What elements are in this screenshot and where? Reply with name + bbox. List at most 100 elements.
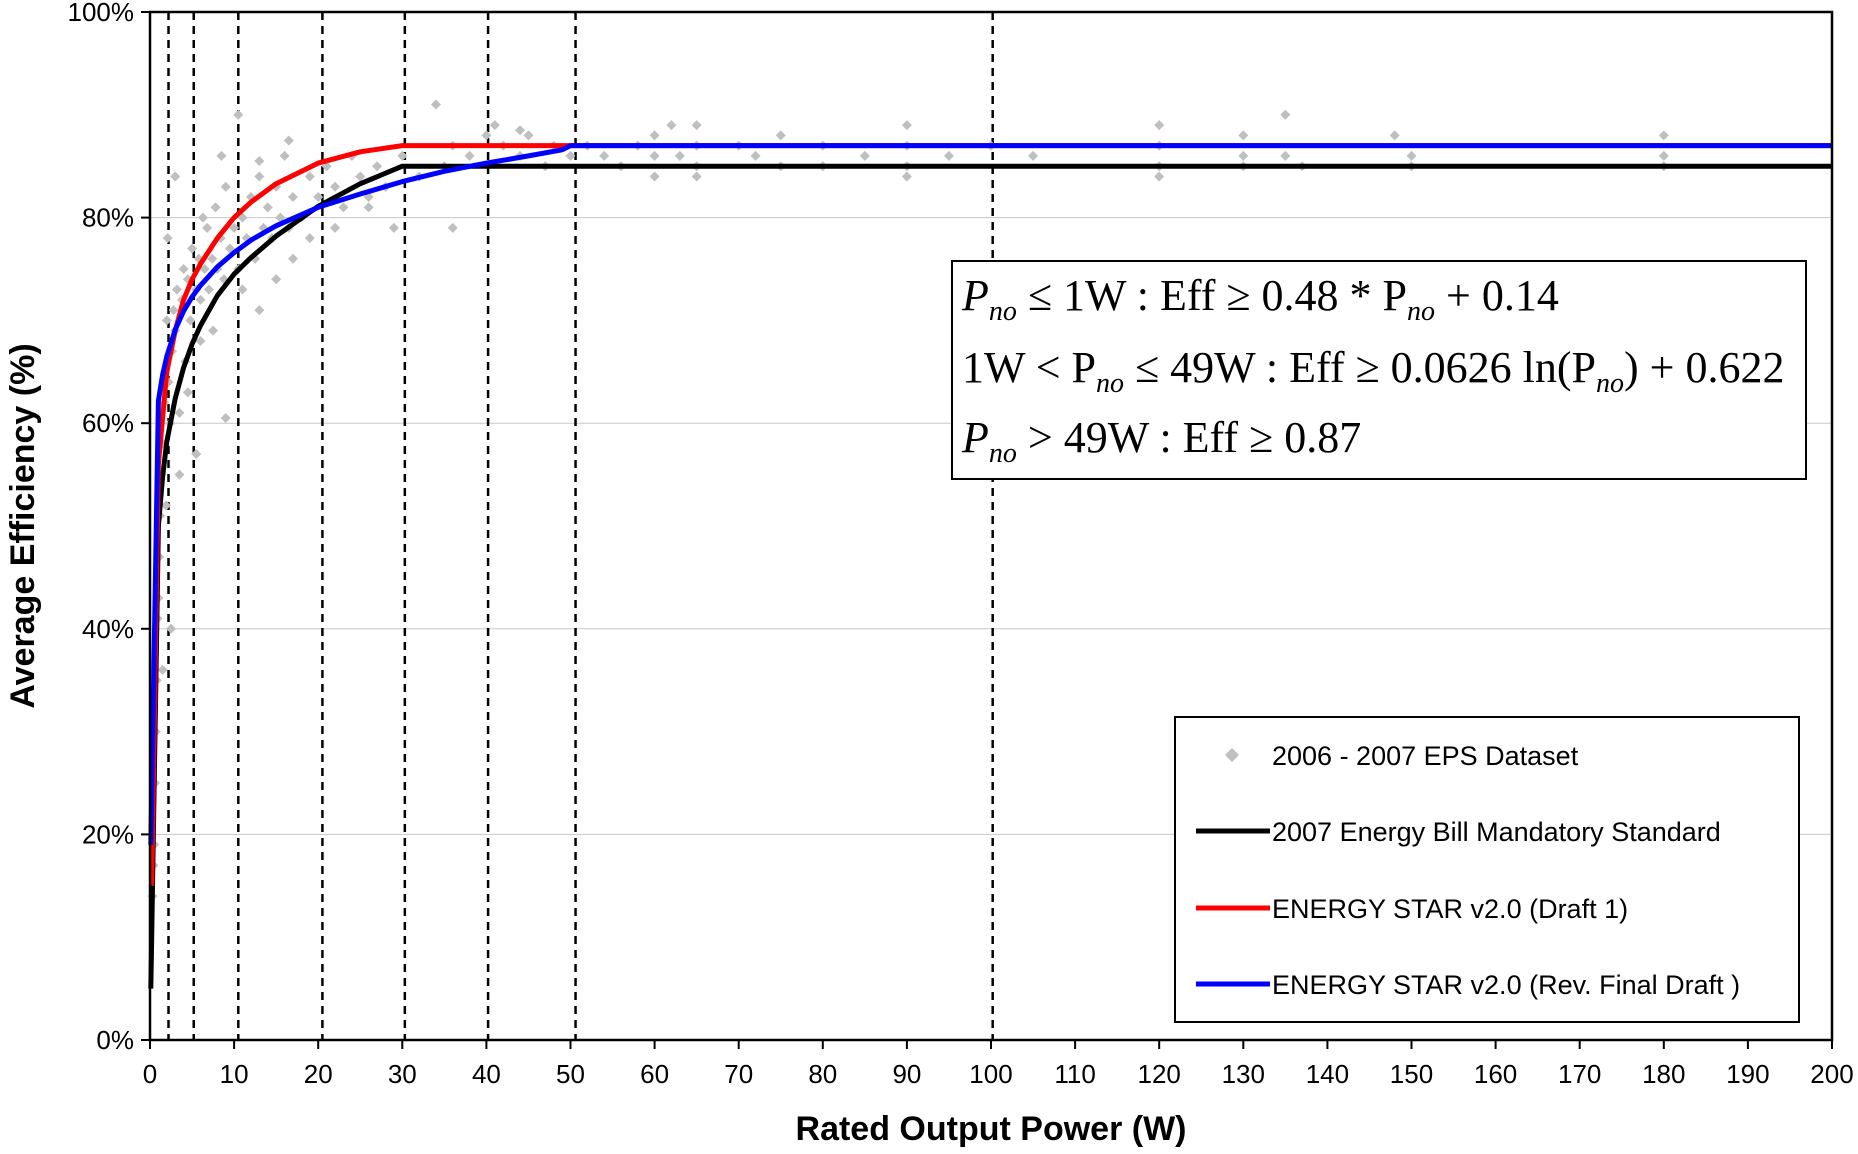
data-point xyxy=(162,233,173,244)
data-point xyxy=(464,150,475,161)
x-tick-label: 10 xyxy=(220,1059,249,1089)
data-point xyxy=(775,130,786,141)
data-point xyxy=(304,171,315,182)
data-point xyxy=(489,120,500,131)
data-point xyxy=(1154,171,1165,182)
y-tick-label: 100% xyxy=(68,0,135,27)
data-point xyxy=(220,181,231,192)
data-point xyxy=(279,150,290,161)
data-point xyxy=(363,202,374,213)
data-point xyxy=(355,171,366,182)
x-tick-label: 30 xyxy=(388,1059,417,1089)
data-point xyxy=(182,387,193,398)
data-point xyxy=(691,171,702,182)
y-axis-title: Average Efficiency (%) xyxy=(4,343,42,708)
data-point xyxy=(271,274,282,285)
data-point xyxy=(168,305,179,316)
x-tick-label: 50 xyxy=(556,1059,585,1089)
series-line-energy-star-v2-0-draft-1 xyxy=(149,143,1832,886)
data-point xyxy=(161,315,172,326)
data-point xyxy=(157,664,168,675)
data-point xyxy=(523,130,534,141)
x-tick-label: 80 xyxy=(808,1059,837,1089)
data-point xyxy=(174,469,185,480)
x-tick-label: 100 xyxy=(969,1059,1012,1089)
data-point xyxy=(199,264,210,274)
data-point xyxy=(330,181,341,192)
x-tick-label: 40 xyxy=(472,1059,501,1089)
data-point xyxy=(254,171,265,182)
x-tick-label: 160 xyxy=(1474,1059,1517,1089)
data-point xyxy=(1389,130,1400,141)
data-point xyxy=(185,315,196,326)
data-point xyxy=(220,413,231,424)
data-point xyxy=(649,130,660,141)
data-point xyxy=(275,212,286,223)
equation-line-3: Pno > 49W : Eff ≥ 0.87 xyxy=(961,413,1361,469)
data-point xyxy=(197,212,208,223)
data-point xyxy=(254,156,265,167)
data-point xyxy=(1658,130,1669,141)
equation-line-1: Pno ≤ 1W : Eff ≥ 0.48 * Pno + 0.14 xyxy=(961,271,1559,327)
data-point xyxy=(674,150,685,161)
data-point xyxy=(1658,150,1669,161)
data-point xyxy=(901,171,912,182)
data-point xyxy=(203,284,214,295)
y-tick-label: 20% xyxy=(82,819,134,849)
data-point xyxy=(287,192,298,203)
legend-label-draft1: ENERGY STAR v2.0 (Draft 1) xyxy=(1272,894,1628,924)
data-point xyxy=(208,325,219,336)
x-tick-label: 70 xyxy=(724,1059,753,1089)
data-point xyxy=(304,233,315,244)
data-point xyxy=(447,222,458,233)
data-point xyxy=(210,202,221,213)
x-tick-label: 140 xyxy=(1306,1059,1349,1089)
data-point xyxy=(649,150,660,161)
y-tick-label: 0% xyxy=(96,1025,134,1055)
data-point xyxy=(178,264,189,274)
x-tick-label: 190 xyxy=(1726,1059,1769,1089)
y-axis-ticks: 0% 20% 40% 60% 80% 100% xyxy=(68,0,150,1055)
data-point xyxy=(372,161,383,172)
x-axis-ticks: 0 10 20 30 40 50 60 70 80 90 100 110 120 130 140 150 160… xyxy=(143,1040,1854,1089)
data-point xyxy=(229,222,240,233)
data-point xyxy=(166,623,177,634)
data-point xyxy=(170,171,181,182)
data-point xyxy=(195,335,206,346)
data-point xyxy=(338,202,349,213)
data-point xyxy=(1154,120,1165,131)
data-point xyxy=(943,150,954,161)
data-point xyxy=(202,222,213,233)
x-tick-label: 120 xyxy=(1138,1059,1181,1089)
data-point xyxy=(1280,109,1291,120)
data-point xyxy=(174,407,185,418)
data-point xyxy=(1280,150,1291,161)
data-point xyxy=(649,171,660,182)
x-tick-label: 200 xyxy=(1810,1059,1853,1089)
data-point xyxy=(1028,150,1039,161)
data-point xyxy=(237,284,248,295)
x-tick-label: 180 xyxy=(1642,1059,1685,1089)
data-point xyxy=(254,305,265,316)
legend: 2006 - 2007 EPS Dataset 2007 Energy Bill… xyxy=(1174,716,1800,1023)
data-point xyxy=(216,150,227,161)
legend-label-dataset: 2006 - 2007 EPS Dataset xyxy=(1272,741,1579,771)
legend-marker-dataset xyxy=(1225,748,1239,762)
x-tick-label: 170 xyxy=(1558,1059,1601,1089)
x-tick-label: 20 xyxy=(304,1059,333,1089)
data-point xyxy=(171,284,182,295)
y-tick-label: 60% xyxy=(82,408,134,438)
data-point xyxy=(430,99,441,110)
x-axis-title: Rated Output Power (W) xyxy=(796,1110,1187,1148)
data-point xyxy=(313,192,324,203)
data-point xyxy=(397,150,408,161)
data-point xyxy=(388,222,399,233)
data-point xyxy=(195,294,206,305)
data-point xyxy=(481,130,492,141)
data-point xyxy=(1238,130,1249,141)
series-line-energy-star-v2-0-rev-final-draft xyxy=(148,143,1832,845)
y-tick-label: 80% xyxy=(82,203,134,233)
data-point xyxy=(191,449,202,460)
line-series xyxy=(148,143,1832,989)
y-tick-label: 40% xyxy=(82,614,134,644)
